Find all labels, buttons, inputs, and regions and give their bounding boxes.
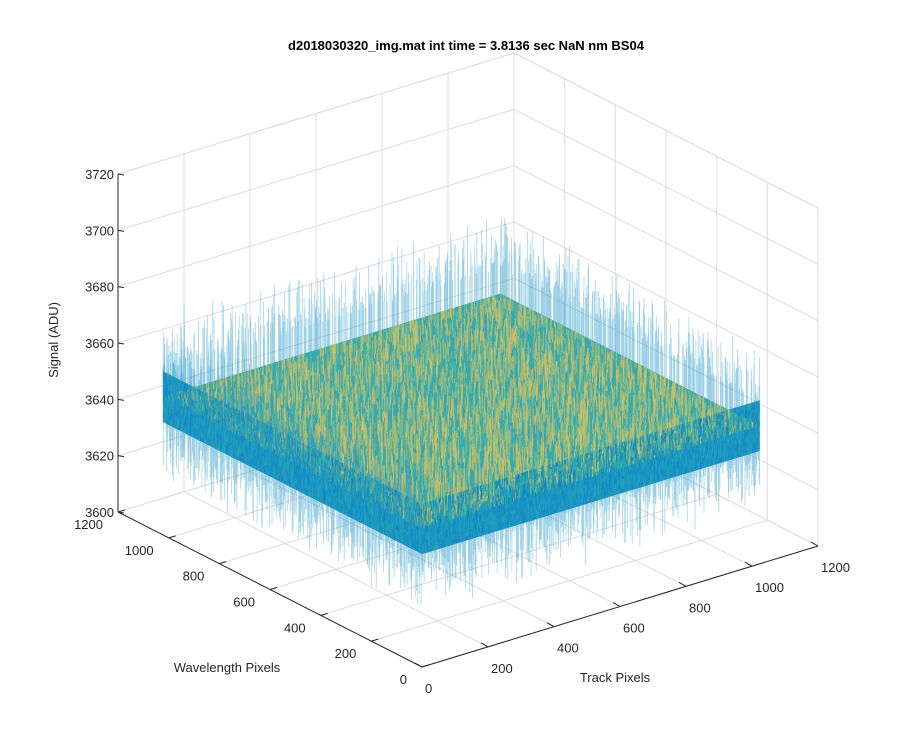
x-axis-label: Track Pixels <box>580 670 651 685</box>
z-tick-label: 3600 <box>85 505 114 520</box>
x-tick-label: 1200 <box>821 560 850 575</box>
surface-spikes-left-bottom <box>162 396 423 606</box>
grid-line-26 <box>117 108 515 231</box>
x-tick-label: 1000 <box>755 580 784 595</box>
grid-line-23 <box>117 277 515 400</box>
y-tick-label: 0 <box>400 672 407 687</box>
y-tick-label: 800 <box>183 569 205 584</box>
y-tick-mark <box>219 561 227 565</box>
surface-spikes-right-top <box>500 218 760 426</box>
z-tick-label: 3620 <box>85 449 114 464</box>
y-tick-label: 600 <box>233 595 255 610</box>
box-edge-top-back <box>117 52 515 175</box>
z-tick-label: 3660 <box>85 336 114 351</box>
x-tick-mark <box>414 662 423 668</box>
x-tick-mark <box>546 622 555 628</box>
x-tick-label: 600 <box>623 621 645 636</box>
x-tick-label: 200 <box>491 661 513 676</box>
x-tick-label: 0 <box>425 681 432 696</box>
z-tick-label: 3720 <box>85 167 114 182</box>
grid-line-24 <box>117 221 515 344</box>
x-tick-label: 400 <box>557 641 579 656</box>
grid-line-39 <box>513 165 819 322</box>
y-tick-mark <box>269 587 278 590</box>
grid-line-40 <box>513 108 819 265</box>
surface-right-texture <box>422 400 760 555</box>
x-axis-ticks: 0 200 400 600 800 1000 1200 <box>414 541 850 696</box>
x-tick-mark <box>480 642 489 648</box>
signal-surface <box>162 218 760 606</box>
grid-line-9 <box>320 493 717 616</box>
z-tick-mark <box>117 173 125 176</box>
y-tick-mark <box>168 535 176 539</box>
surface-left-texture <box>162 371 423 555</box>
z-tick-mark <box>117 286 125 289</box>
y-tick-label: 1000 <box>125 543 154 558</box>
z-axis-ticks: 3600 3620 3640 3660 3680 3700 3720 <box>85 167 125 520</box>
y-axis-label: Wavelength Pixels <box>174 660 281 675</box>
y-tick-label: 1200 <box>74 517 103 532</box>
surface-spikes-right-bottom <box>421 425 760 598</box>
y-tick-label: 400 <box>284 620 306 635</box>
surface-highlight-layer <box>167 293 757 529</box>
x-tick-mark <box>744 561 753 567</box>
y-tick-mark <box>117 509 126 513</box>
x-tick-label: 800 <box>689 600 711 615</box>
y-tick-mark <box>320 612 328 616</box>
y-tick-mark <box>421 664 430 668</box>
surface-left-texture-layer-b <box>162 371 423 552</box>
x-tick-mark <box>612 602 621 607</box>
z-tick-label: 3700 <box>85 223 114 238</box>
y-tick-label: 200 <box>335 646 357 661</box>
grid-line-8 <box>371 519 768 642</box>
x-tick-mark <box>678 581 687 587</box>
z-tick-label: 3680 <box>85 280 114 295</box>
x-tick-mark <box>810 541 819 547</box>
grid-line-37 <box>513 277 819 434</box>
surface-right-texture-layer-b <box>422 400 760 555</box>
z-tick-mark <box>117 398 125 401</box>
box-edge-top-right <box>513 52 819 209</box>
chart-title: d2018030320_img.mat int time = 3.8136 se… <box>288 38 645 53</box>
z-tick-label: 3640 <box>85 392 114 407</box>
surface-spikes-back-top <box>162 219 501 397</box>
surface-top-texture <box>164 293 757 529</box>
grid-line-38 <box>513 221 819 378</box>
z-axis-label: Signal (ADU) <box>46 302 61 378</box>
surface-spikes-left-top <box>162 337 423 529</box>
z-tick-mark <box>117 229 125 232</box>
grid-line-25 <box>117 165 515 288</box>
y-axis-ticks: 0 200 400 600 800 1000 1200 <box>74 509 430 687</box>
z-tick-mark <box>117 342 125 345</box>
y-tick-mark <box>371 638 379 642</box>
z-tick-mark <box>117 455 125 458</box>
